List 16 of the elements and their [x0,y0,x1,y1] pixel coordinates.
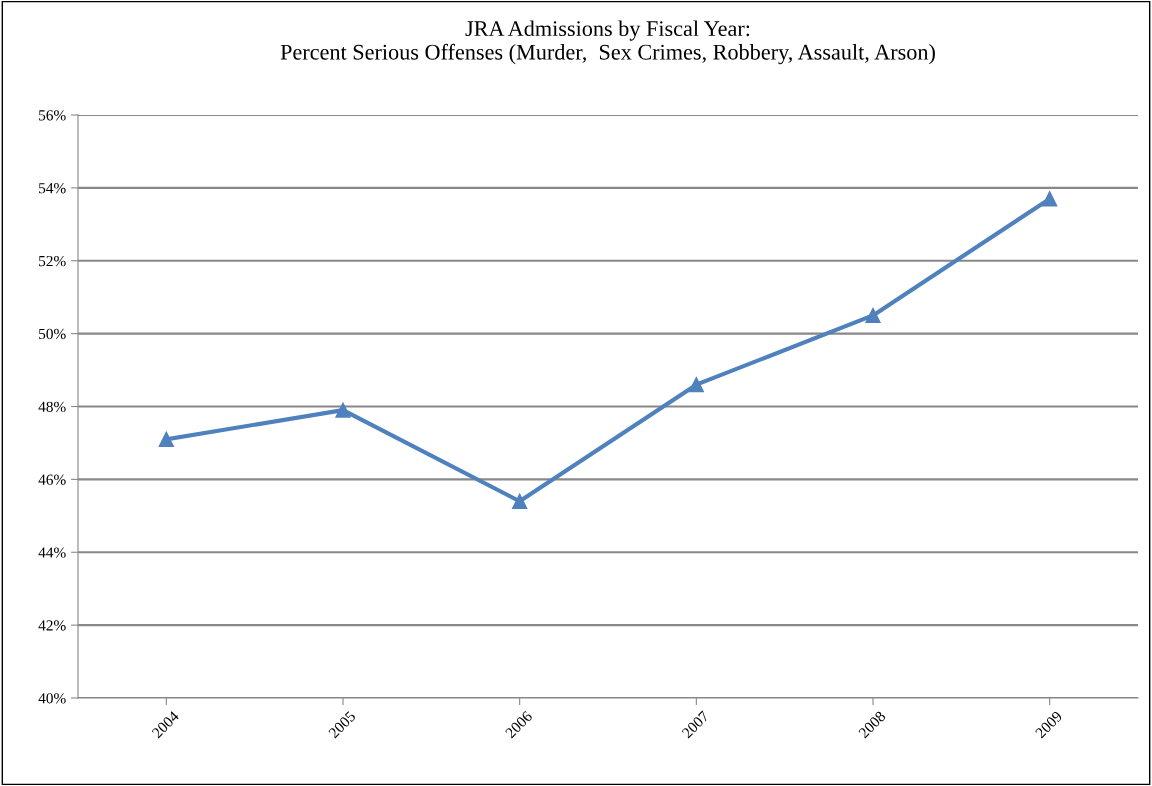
y-tick-label: 42% [38,620,66,631]
point [158,431,174,447]
point [335,402,351,418]
point [1042,191,1058,207]
y-tick-label: 56% [39,110,66,121]
y-tick-label: 54% [39,183,66,194]
y-tick-label: 52% [39,255,66,267]
y-tick-label: 40% [38,693,66,704]
y-tick-label: 44% [38,547,66,558]
y-tick-label: 46% [38,474,66,485]
y-tick-label: 50% [39,328,66,340]
point [512,493,528,509]
chart-title: JRA Admissions by Fiscal Year: Percent Serious Offenses (Murder, Sex Crimes, Robbery, Assault, Arson) [280,20,935,65]
point [865,307,881,324]
y-tick-label: 48% [38,401,66,412]
point [688,376,704,393]
